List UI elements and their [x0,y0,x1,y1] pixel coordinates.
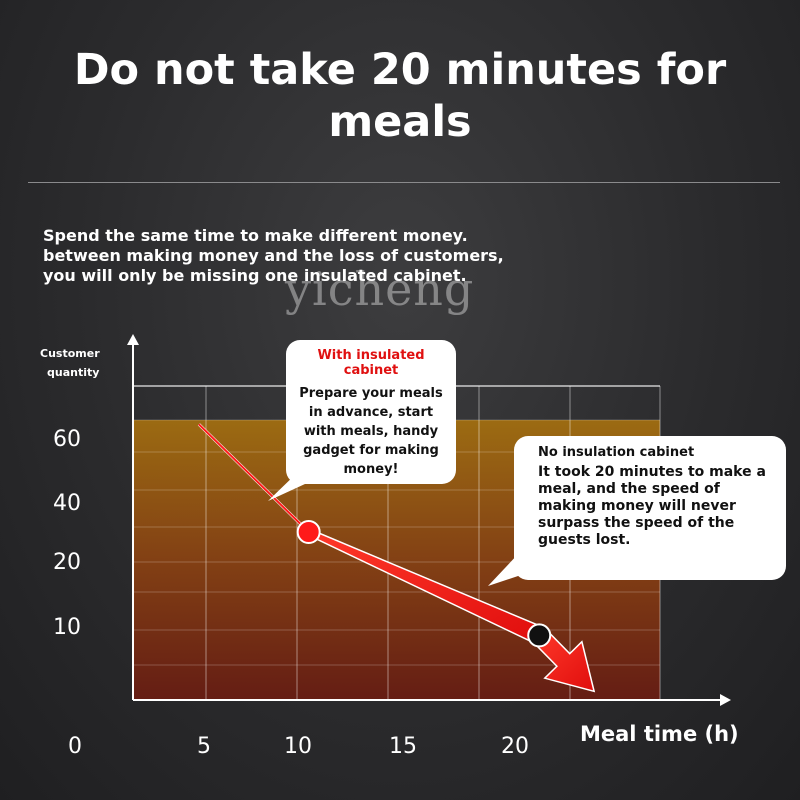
subtitle-line-1: Spend the same time to make different mo… [43,226,468,245]
x-axis-label: Meal time (h) [580,722,739,746]
callout-with-cabinet-heading: With insulated cabinet [317,348,425,378]
watermark: yicheng [285,262,475,316]
title-line-1: Do not take 20 minutes for [73,45,727,95]
page-title: Do not take 20 minutes for meals [0,44,800,148]
series-line-segment [198,423,310,533]
title-line-2: meals [328,97,472,147]
data-point [296,520,321,544]
divider [28,182,780,183]
callout-no-cabinet: No insulation cabinet It took 20 minutes… [514,436,786,580]
x-tick-label: 0 [68,734,82,759]
x-tick-label: 15 [389,734,417,759]
y-axis-label-line-2: quantity [47,366,100,379]
y-axis-arrowhead [127,334,139,345]
x-tick-label: 5 [197,734,211,759]
data-point [527,623,552,648]
y-axis-label-line-1: Customer [40,347,100,360]
y-tick-label: 60 [53,427,81,452]
subtitle-line-3: you will only be missing one insulated c… [43,266,467,285]
y-tick-label: 20 [53,550,81,575]
x-tick-label: 20 [501,734,529,759]
callout-with-cabinet: With insulated cabinet Prepare your meal… [286,340,456,484]
subtitle-line-2: between making money and the loss of cus… [43,246,504,265]
subtitle: Spend the same time to make different mo… [43,226,603,286]
callout-no-cabinet-body: It took 20 minutes to make a meal, and t… [538,464,766,548]
y-axis-label: Customer quantity [40,344,120,382]
y-tick-label: 40 [53,491,81,516]
callout-no-cabinet-heading: No insulation cabinet [538,445,695,460]
callout-with-cabinet-body: Prepare your meals in advance, start wit… [299,386,443,477]
x-axis-arrowhead [720,694,731,706]
y-tick-label: 10 [53,615,81,640]
x-tick-label: 10 [284,734,312,759]
